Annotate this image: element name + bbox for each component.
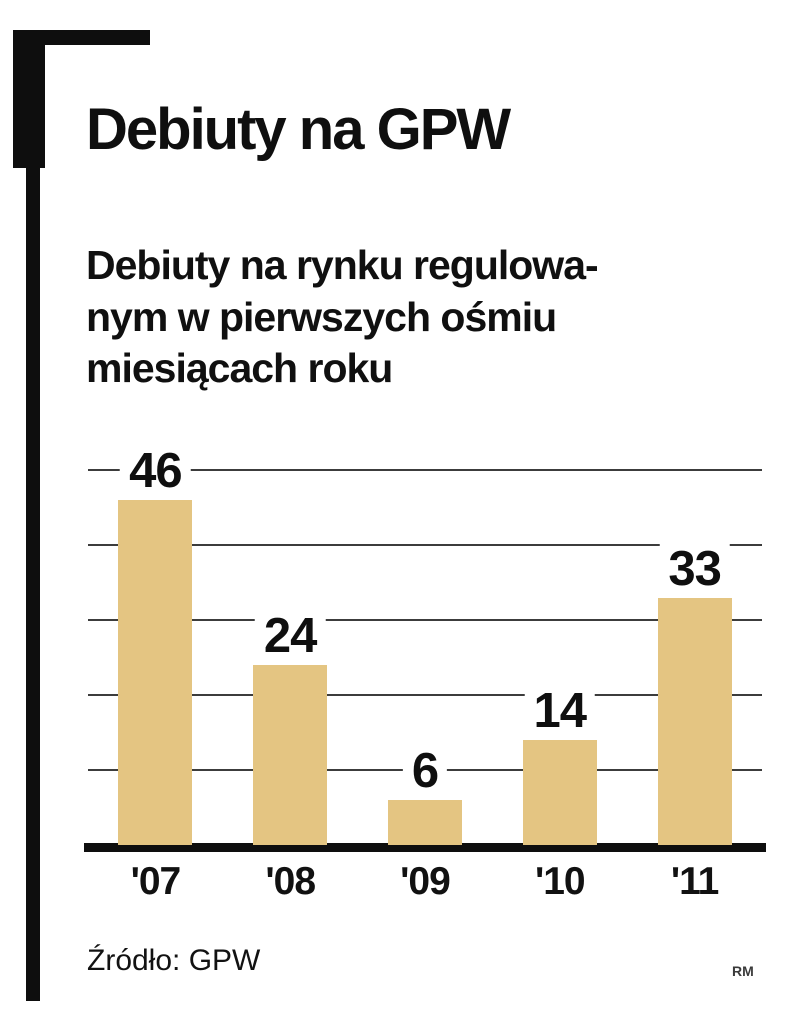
value-label: 33 (659, 542, 730, 596)
credit-text: RM (732, 963, 754, 979)
bar-slot: 6 (358, 470, 493, 845)
subtitle-line-2: nym w pierwszych ośmiu (86, 293, 557, 340)
value-label: 46 (120, 445, 191, 498)
x-axis-label: '08 (265, 860, 316, 903)
value-label: 6 (402, 745, 448, 798)
value-label: 14 (524, 685, 596, 738)
bar-09 (387, 800, 462, 845)
x-axis-label: '09 (400, 860, 451, 903)
bar-slot: 46 (88, 445, 223, 845)
chart-subtitle: Debiuty na rynku regulowa- nym w pierwsz… (86, 240, 599, 395)
x-axis-label: '07 (130, 860, 182, 903)
value-label: 24 (254, 610, 326, 663)
bar-11 (657, 597, 732, 845)
x-axis-label: '10 (534, 860, 586, 903)
bar-07 (118, 500, 193, 845)
x-axis-labels: '07 '08 '09 '10 '11 (88, 860, 762, 904)
source-text: Źródło: GPW (87, 944, 261, 977)
subtitle-line-3: miesiącach roku (86, 345, 393, 392)
gridline (88, 694, 762, 696)
subtitle-line-1: Debiuty na rynku regulowa- (86, 242, 599, 288)
gridline (88, 469, 762, 471)
x-axis-baseline (84, 843, 766, 852)
left-rail (26, 168, 40, 1001)
bar-08 (253, 665, 328, 845)
corner-bracket-side (13, 30, 45, 168)
x-axis-label: '11 (670, 860, 720, 903)
bar-slot: 24 (223, 470, 358, 845)
bar-slot: 14 (492, 470, 627, 845)
chart-title: Debiuty na GPW (86, 97, 511, 162)
bar-10 (522, 740, 597, 845)
bar-slot: 33 (627, 470, 762, 845)
gridline (88, 544, 762, 546)
gridline (88, 619, 762, 621)
corner-bracket-top (32, 30, 150, 45)
plot-area: 46 24 6 14 33 (88, 445, 762, 845)
